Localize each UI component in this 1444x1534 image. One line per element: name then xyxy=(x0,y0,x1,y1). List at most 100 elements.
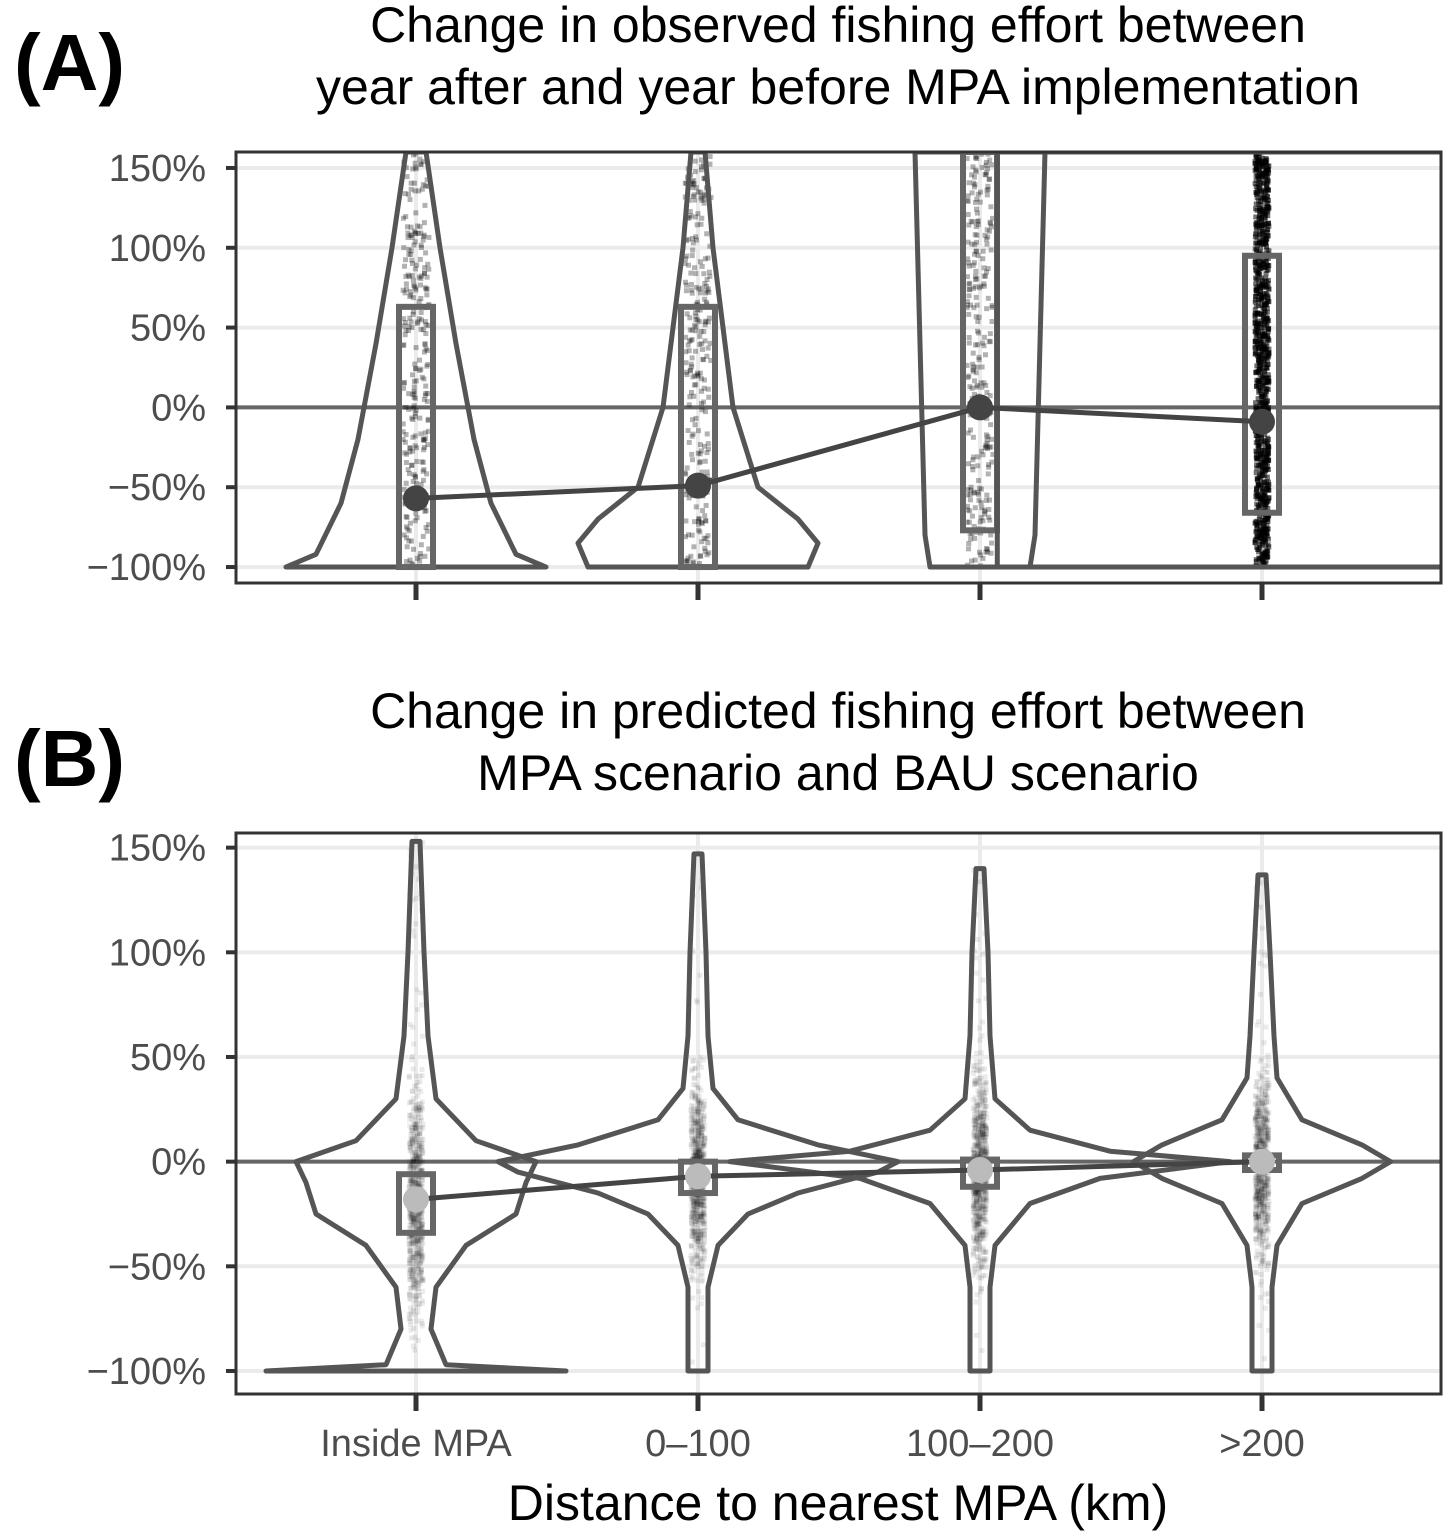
data-point xyxy=(978,1201,984,1207)
data-point xyxy=(701,1112,707,1118)
data-point xyxy=(979,1133,985,1139)
data-point xyxy=(705,540,711,546)
data-point xyxy=(414,1226,420,1232)
data-point xyxy=(1258,484,1264,490)
data-point xyxy=(695,1186,701,1192)
data-point xyxy=(1266,1138,1272,1144)
data-point xyxy=(696,1129,702,1135)
data-point xyxy=(401,342,407,348)
data-point xyxy=(1265,193,1271,199)
data-point xyxy=(973,1213,979,1219)
data-point xyxy=(1257,1145,1263,1151)
data-point xyxy=(1258,1076,1264,1082)
data-point xyxy=(416,1217,422,1223)
data-point xyxy=(415,1240,421,1246)
chart-panel-b: (B)Change in predicted fishing effort be… xyxy=(14,683,1443,1531)
data-point xyxy=(1257,960,1263,966)
data-point xyxy=(982,1079,988,1085)
data-point xyxy=(408,292,414,298)
data-point xyxy=(1265,1077,1271,1083)
data-point xyxy=(1263,1195,1269,1201)
data-point xyxy=(411,1255,417,1261)
data-point xyxy=(406,471,412,477)
data-point xyxy=(1265,1057,1271,1063)
data-point xyxy=(696,1220,702,1226)
data-point xyxy=(689,1359,695,1365)
data-point xyxy=(1254,1119,1260,1125)
data-point xyxy=(417,224,423,230)
data-point xyxy=(410,1158,416,1164)
panel-label: (B) xyxy=(14,714,125,803)
data-point xyxy=(983,1125,989,1131)
data-point xyxy=(971,1194,977,1200)
data-point xyxy=(972,505,978,511)
data-point xyxy=(702,1228,708,1234)
data-point xyxy=(1258,1137,1264,1143)
data-point xyxy=(1263,558,1269,564)
data-point xyxy=(1257,1140,1263,1146)
data-point xyxy=(694,1109,700,1115)
data-point xyxy=(424,274,430,280)
data-point xyxy=(692,1156,698,1162)
data-point xyxy=(1252,1196,1258,1202)
data-point xyxy=(972,199,978,205)
data-point xyxy=(414,1296,420,1302)
data-point xyxy=(695,1132,701,1138)
data-point xyxy=(691,1199,697,1205)
data-point xyxy=(410,1268,416,1274)
data-point xyxy=(424,528,430,534)
data-point xyxy=(1261,259,1267,265)
data-point xyxy=(691,1106,697,1112)
data-point xyxy=(699,1129,705,1135)
data-point xyxy=(1265,1176,1271,1182)
data-point xyxy=(973,342,979,348)
data-point xyxy=(411,1135,417,1141)
data-point xyxy=(691,1207,697,1213)
data-point xyxy=(983,1122,989,1128)
data-point xyxy=(983,1132,989,1138)
data-point xyxy=(1261,479,1267,485)
data-point xyxy=(980,1134,986,1140)
data-point xyxy=(703,318,709,324)
data-point xyxy=(1262,1193,1268,1199)
data-point xyxy=(422,342,428,348)
data-point xyxy=(974,232,980,238)
data-point xyxy=(411,1179,417,1185)
data-point xyxy=(692,1218,698,1224)
data-point xyxy=(1260,1074,1266,1080)
data-point xyxy=(1262,526,1268,532)
data-point xyxy=(978,1285,984,1291)
data-point xyxy=(978,1229,984,1235)
data-point xyxy=(1262,1211,1268,1217)
data-point xyxy=(412,1221,418,1227)
data-point xyxy=(410,897,416,903)
data-point xyxy=(1256,1107,1262,1113)
data-point xyxy=(408,1252,414,1258)
data-point xyxy=(690,247,696,253)
data-point xyxy=(407,315,413,321)
data-point xyxy=(1262,1116,1268,1122)
data-point xyxy=(417,1272,423,1278)
data-point xyxy=(687,209,693,215)
data-point xyxy=(1256,1231,1262,1237)
data-point xyxy=(694,1213,700,1219)
data-point xyxy=(971,523,977,529)
data-point xyxy=(697,1214,703,1220)
data-point xyxy=(980,1234,986,1240)
data-point xyxy=(699,1126,705,1132)
data-point xyxy=(413,480,419,486)
data-point xyxy=(983,1081,989,1087)
data-point xyxy=(980,1122,986,1128)
data-point xyxy=(425,361,431,367)
data-point xyxy=(969,190,975,196)
data-point xyxy=(691,1232,697,1238)
data-point xyxy=(1256,1214,1262,1220)
data-point xyxy=(983,162,989,168)
data-point xyxy=(423,383,429,389)
data-point xyxy=(1264,1131,1270,1137)
data-point xyxy=(974,1242,980,1248)
data-point xyxy=(1254,1143,1260,1149)
data-point xyxy=(1255,185,1261,191)
data-point xyxy=(974,1153,980,1159)
data-point xyxy=(417,1272,423,1278)
